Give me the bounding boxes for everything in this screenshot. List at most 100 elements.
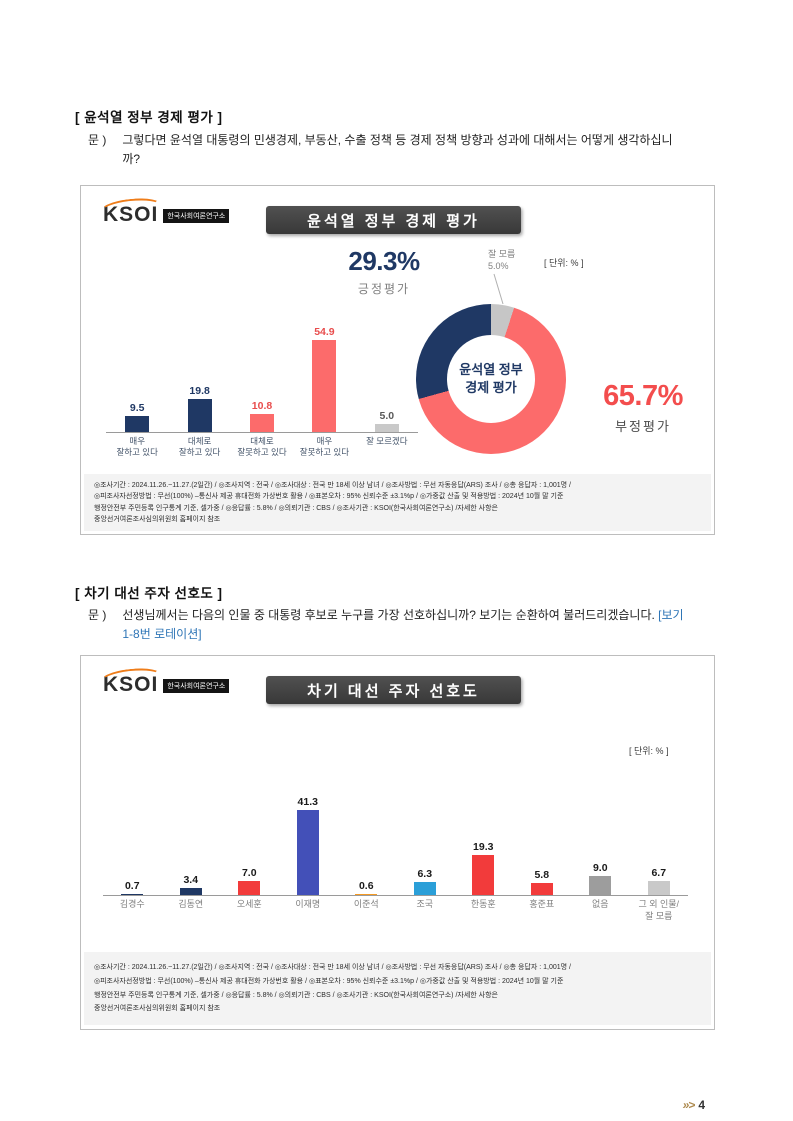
bar-label: 대체로 잘못하고 있다 [237, 436, 287, 458]
bar-value: 6.3 [417, 868, 433, 881]
positive-value: 29.3% [348, 246, 420, 276]
bar-col-5: 6.3 조국 [396, 786, 455, 909]
bar-col-3: 41.3 이재명 [279, 786, 338, 909]
survey-methodology-note: ◎조사기간 : 2024.11.26.~11.27.(2일간) / ◎조사지역 … [84, 952, 711, 1025]
bar-col-2: 7.0 오세훈 [220, 786, 279, 909]
bar-col-1: 19.8 대체로 잘하고 있다 [168, 291, 230, 457]
bar-col-6: 19.3 한동훈 [454, 786, 513, 909]
bar-col-7: 5.8 홍준표 [513, 786, 572, 909]
bar-label: 한동훈 [470, 899, 496, 909]
negative-callout: 65.7% 부정평가 [573, 380, 713, 435]
bar-value: 54.9 [314, 325, 335, 338]
bar-value: 19.8 [189, 384, 210, 397]
chart2-unit-label: [ 단위: % ] [629, 746, 669, 756]
bar-value: 6.7 [651, 867, 667, 880]
bar-value: 19.3 [473, 841, 494, 854]
bar-label: 없음 [591, 899, 609, 909]
bar-value: 0.7 [124, 879, 140, 892]
bar [238, 880, 261, 895]
ksoi-org-label: 한국사회여론연구소 [163, 679, 230, 693]
bar-label: 김경수 [119, 899, 145, 909]
bar-value: 3.4 [183, 874, 199, 886]
section1-heading: [ 윤석열 정부 경제 평가 ] [75, 110, 223, 125]
page-number-chevrons: »> [682, 1098, 696, 1112]
question-label: 문 ) [88, 133, 107, 147]
survey-methodology-note: ◎조사기간 : 2024.11.26.~11.27.(2일간) / ◎조사지역 … [84, 474, 711, 531]
bar-col-3: 54.9 매우 잘못하고 있다 [293, 291, 355, 457]
bar-col-9: 6.7 그 외 인물/ 잘 모름 [630, 786, 689, 920]
economy-evaluation-chart-card: KSOI 한국사회여론연구소 윤석열 정부 경제 평가 [ 단위: % ] 29… [80, 185, 715, 535]
bar-value: 0.6 [358, 879, 374, 892]
chart1-title: 윤석열 정부 경제 평가 [266, 206, 521, 234]
bar-label: 잘 모르겠다 [366, 436, 408, 446]
section2-heading: [ 차기 대선 주자 선호도 ] [75, 586, 223, 601]
bar-col-0: 9.5 매우 잘하고 있다 [106, 291, 168, 457]
bar [589, 876, 612, 895]
candidate-preference-chart-card: KSOI 한국사회여론연구소 차기 대선 주자 선호도 [ 단위: % ] 0.… [80, 655, 715, 1030]
chart1-unit-label: [ 단위: % ] [544, 258, 584, 268]
bar-col-4: 5.0 잘 모르겠다 [356, 291, 418, 446]
chart2-title: 차기 대선 주자 선호도 [266, 676, 521, 704]
donut-center-label: 윤석열 정부 경제 평가 [459, 361, 523, 395]
ksoi-logo-text: KSOI [103, 203, 159, 226]
bar-col-0: 0.7 김경수 [103, 786, 162, 909]
ksoi-org-label: 한국사회여론연구소 [163, 209, 230, 223]
bar-value: 5.0 [379, 409, 395, 422]
bar-label: 조국 [416, 899, 434, 909]
bar-label: 대체로 잘하고 있다 [178, 436, 221, 458]
negative-label: 부정평가 [615, 419, 671, 434]
question-label: 문 ) [88, 608, 107, 622]
question-text-main: 선생님께서는 다음의 인물 중 대통령 후보로 누구를 가장 선호하십니까? 보… [122, 608, 659, 622]
economy-bar-chart: 9.5 매우 잘하고 있다 19.8 대체로 잘하고 있다 10.8 대체로 잘못하고 있… [106, 291, 418, 457]
bar [647, 881, 670, 895]
bar-label: 매우 잘하고 있다 [116, 436, 158, 458]
bar-label: 홍준표 [529, 899, 555, 909]
question-text: 그렇다면 윤석열 대통령의 민생경제, 부동산, 수출 정책 등 경제 정책 방… [122, 133, 673, 167]
ksoi-logo: KSOI 한국사회여론연구소 [103, 203, 230, 226]
bar-value: 10.8 [251, 399, 273, 412]
bar-col-1: 3.4 김동연 [162, 786, 221, 909]
ksoi-logo: KSOI 한국사회여론연구소 [103, 673, 230, 696]
bar [296, 809, 319, 895]
bar [355, 893, 378, 895]
section1-question: 문 ) 그렇다면 윤석열 대통령의 민생경제, 부동산, 수출 정책 등 경제 … [88, 131, 698, 169]
bar-value: 9.0 [592, 862, 608, 875]
ksoi-logo-text: KSOI [103, 673, 159, 696]
bar-col-2: 10.8 대체로 잘못하고 있다 [231, 291, 293, 457]
bar-label: 김동연 [178, 899, 204, 909]
page-number-value: 4 [698, 1098, 705, 1112]
question-rotation-note: [보기 1-8번 로테이션] [122, 608, 684, 642]
bar-label: 오세훈 [236, 899, 262, 909]
bar [125, 416, 150, 432]
bar-value: 5.8 [534, 869, 550, 882]
bar [121, 893, 144, 895]
bar-col-8: 9.0 없음 [571, 786, 630, 909]
page-number: »> 4 [683, 1098, 705, 1112]
positive-label: 긍정평가 [357, 282, 411, 296]
bar [374, 423, 399, 432]
bar [250, 413, 275, 432]
dontknow-callout: 잘 모름 5.0% [488, 249, 516, 272]
bar [312, 339, 337, 432]
section2-question: 문 ) 선생님께서는 다음의 인물 중 대통령 후보로 누구를 가장 선호하십니… [88, 606, 698, 644]
bar-col-4: 0.6 이준석 [337, 786, 396, 909]
bar [413, 882, 436, 895]
bar-value: 41.3 [297, 795, 318, 808]
bar-label: 이준석 [353, 899, 379, 909]
bar-value: 7.0 [241, 866, 257, 879]
negative-value: 65.7% [603, 380, 683, 412]
bar [530, 883, 553, 895]
economy-donut-chart [416, 304, 566, 454]
bar [472, 855, 495, 895]
bar-label: 이재명 [295, 899, 321, 909]
candidate-bar-chart: 0.7 김경수 3.4 김동연 7.0 오세훈 41.3 이재명 0.6 이준석 6.3 조국 19.3… [103, 786, 689, 921]
dontknow-leader-line [493, 273, 504, 305]
bar [187, 398, 212, 432]
bar [179, 888, 202, 895]
bar-label: 매우 잘못하고 있다 [299, 436, 350, 458]
positive-callout: 29.3% 긍정평가 [324, 246, 444, 297]
bar-value: 9.5 [129, 402, 145, 415]
question-text: 선생님께서는 다음의 인물 중 대통령 후보로 누구를 가장 선호하십니까? 보… [122, 606, 684, 644]
bar-label: 그 외 인물/ 잘 모름 [638, 899, 680, 921]
